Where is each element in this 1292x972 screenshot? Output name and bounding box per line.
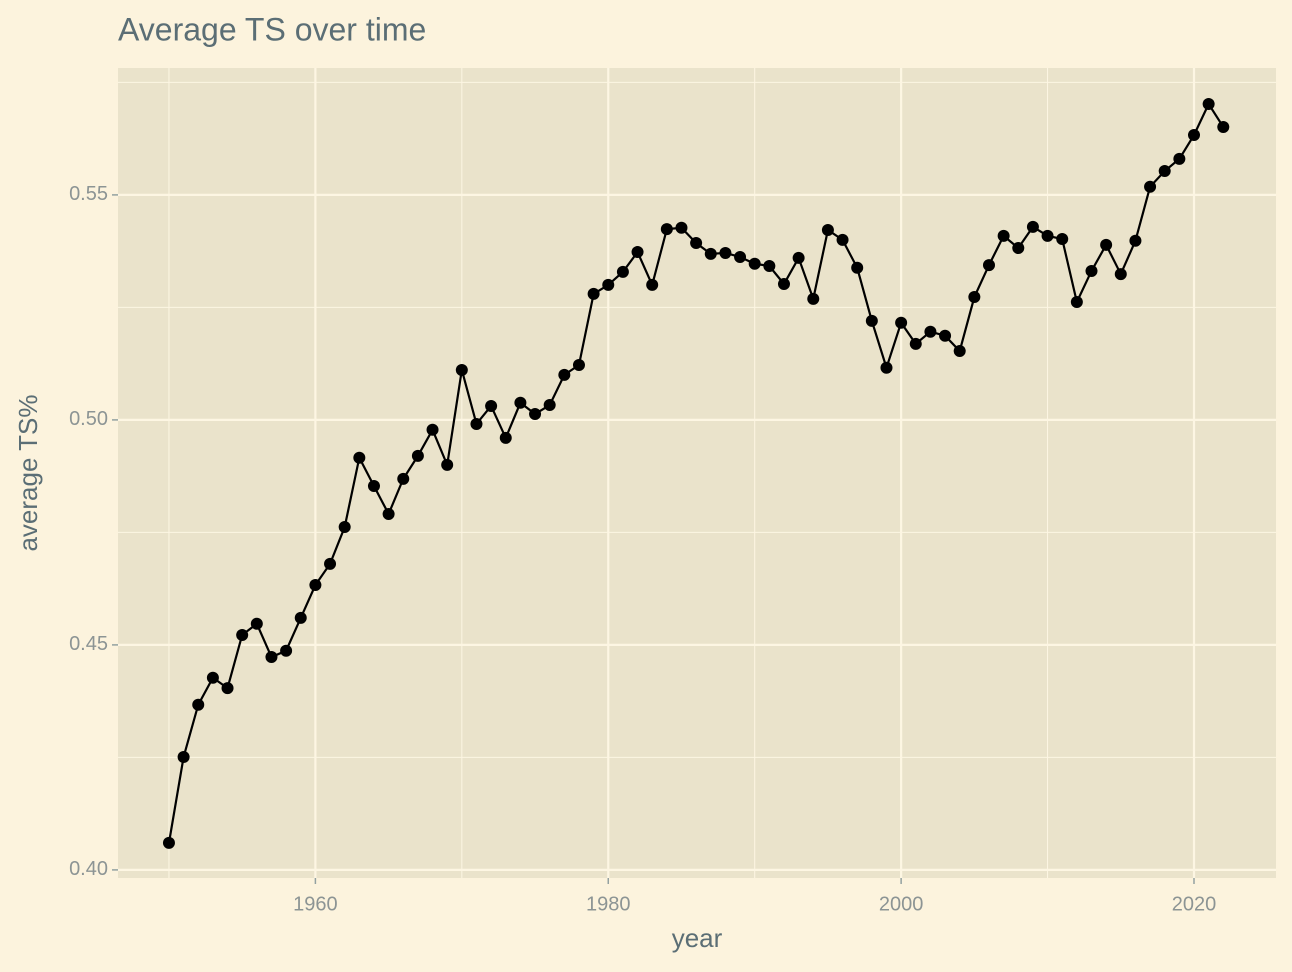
point xyxy=(631,246,644,259)
point xyxy=(851,261,864,274)
point xyxy=(821,224,834,236)
point xyxy=(250,617,263,630)
point xyxy=(763,260,776,272)
point xyxy=(602,278,615,291)
point xyxy=(675,221,688,234)
point xyxy=(807,292,820,305)
point xyxy=(1070,296,1083,308)
point xyxy=(572,359,585,371)
point xyxy=(236,629,249,641)
point xyxy=(294,611,307,624)
point xyxy=(470,417,483,430)
x-tick-label: 2000 xyxy=(879,893,924,915)
plot-panel xyxy=(118,68,1276,878)
point xyxy=(1114,268,1127,281)
point xyxy=(324,557,337,570)
point xyxy=(997,229,1010,242)
point xyxy=(704,247,717,260)
point xyxy=(865,314,878,327)
point xyxy=(265,651,278,664)
point xyxy=(1187,129,1200,142)
point xyxy=(514,396,527,409)
point xyxy=(792,251,805,264)
point xyxy=(880,361,893,374)
point xyxy=(455,363,468,376)
point xyxy=(558,368,571,381)
point xyxy=(953,345,966,358)
y-tick-label: 0.40 xyxy=(69,858,108,880)
point xyxy=(895,316,908,329)
point xyxy=(909,337,922,350)
point xyxy=(1144,180,1157,193)
point xyxy=(162,836,175,849)
point xyxy=(982,259,995,272)
point xyxy=(221,682,234,695)
point xyxy=(280,644,293,657)
point xyxy=(646,278,659,291)
y-tick-label: 0.55 xyxy=(69,183,108,205)
point xyxy=(1026,220,1039,233)
point xyxy=(777,278,790,290)
point xyxy=(660,223,673,236)
point xyxy=(1129,234,1142,247)
point xyxy=(836,233,849,246)
point xyxy=(734,251,747,263)
point xyxy=(177,750,190,763)
point xyxy=(1158,165,1171,178)
point xyxy=(426,423,439,436)
y-tick-label: 0.50 xyxy=(69,408,108,430)
point xyxy=(1173,152,1186,165)
point xyxy=(939,329,952,342)
point xyxy=(499,431,512,444)
x-axis-title: year xyxy=(672,923,723,953)
point xyxy=(529,408,542,421)
point xyxy=(719,246,732,259)
point xyxy=(543,399,556,412)
y-axis-title: average TS% xyxy=(13,394,43,551)
x-tick-label: 1960 xyxy=(293,893,338,915)
point xyxy=(353,451,366,464)
point xyxy=(587,287,600,300)
point xyxy=(1085,264,1098,277)
point xyxy=(1056,233,1069,245)
point xyxy=(441,458,454,471)
chart-title: Average TS over time xyxy=(118,11,426,47)
point xyxy=(411,449,424,462)
point xyxy=(338,521,351,533)
point xyxy=(397,472,410,485)
point xyxy=(367,480,380,493)
point xyxy=(1012,242,1025,254)
point xyxy=(616,265,629,278)
point xyxy=(924,325,937,338)
point xyxy=(309,579,322,592)
point xyxy=(690,237,703,250)
x-tick-label: 1980 xyxy=(586,893,631,915)
point xyxy=(748,257,761,270)
point xyxy=(1100,238,1113,251)
point xyxy=(485,399,498,412)
point xyxy=(968,291,981,304)
point xyxy=(1217,120,1230,133)
point xyxy=(192,698,205,711)
point xyxy=(1202,98,1215,110)
point xyxy=(1041,229,1054,242)
point xyxy=(206,671,219,684)
y-tick-label: 0.45 xyxy=(69,633,108,655)
point xyxy=(382,507,395,520)
x-tick-label: 2020 xyxy=(1172,893,1217,915)
